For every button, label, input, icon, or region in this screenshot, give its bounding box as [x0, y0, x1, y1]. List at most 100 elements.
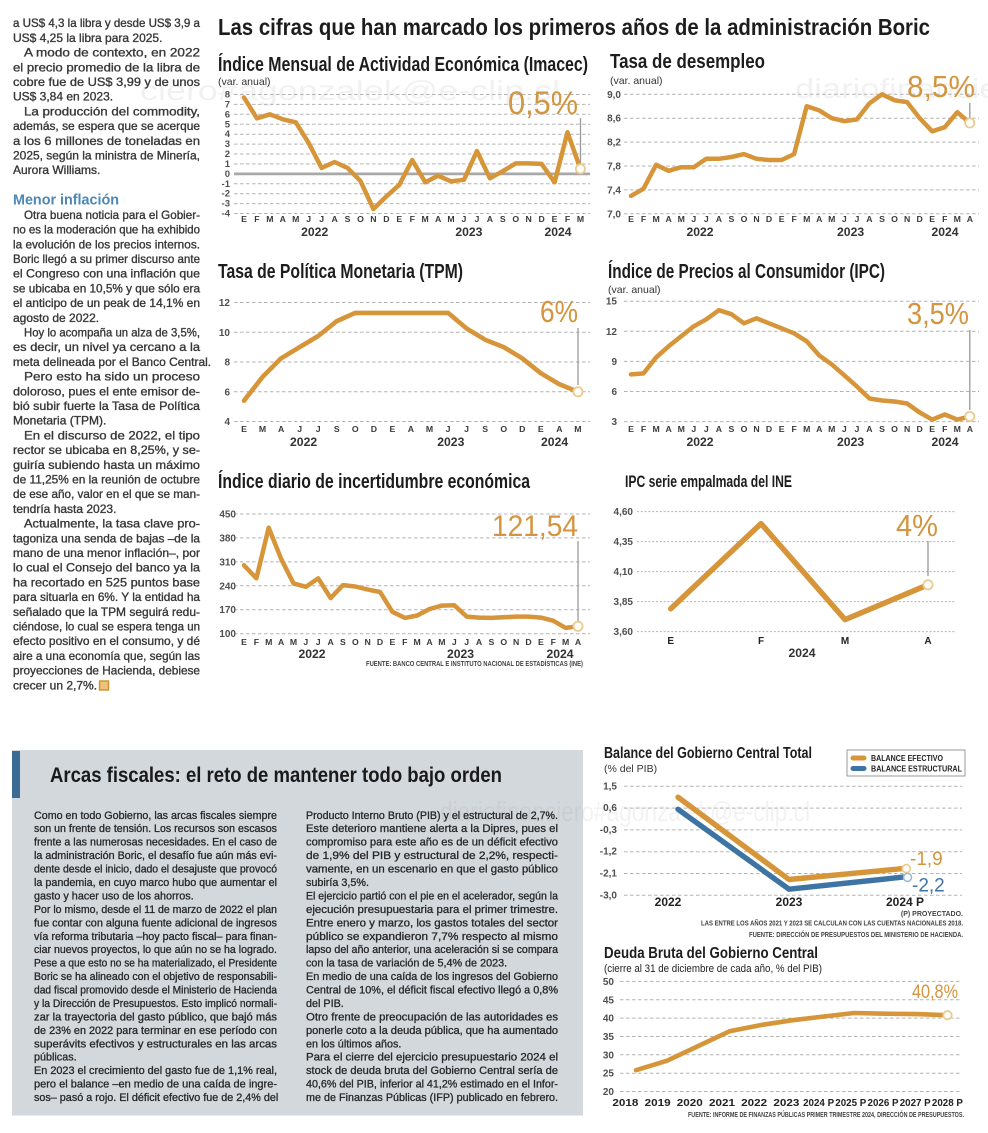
svg-text:3,5%: 3,5%	[907, 296, 969, 331]
svg-text:M: M	[577, 214, 584, 224]
svg-text:M: M	[290, 637, 297, 647]
svg-text:2023: 2023	[437, 435, 464, 449]
svg-text:10: 10	[219, 328, 231, 339]
svg-text:(cierre al 31 de diciembre de: (cierre al 31 de diciembre de cada año, …	[604, 963, 822, 975]
svg-text:M: M	[426, 424, 433, 434]
svg-text:S: S	[729, 214, 735, 224]
svg-text:(var. anual): (var. anual)	[610, 75, 663, 87]
svg-text:2022: 2022	[686, 435, 713, 449]
svg-text:del PIB.: del PIB.	[306, 998, 344, 1010]
svg-text:A: A	[487, 214, 494, 224]
svg-text:D: D	[766, 424, 772, 434]
svg-text:2024: 2024	[544, 225, 571, 239]
svg-text:stock de deuda bruta del Gobie: stock de deuda bruta del Gobierno Centra…	[306, 1065, 558, 1077]
svg-text:J: J	[297, 424, 302, 434]
svg-text:proyecciones de Hacienda, debi: proyecciones de Hacienda, debiese	[13, 664, 200, 678]
svg-text:Central de 10%, el déficit fis: Central de 10%, el déficit fiscal efecti…	[306, 985, 558, 997]
svg-text:se ubicaba en 10,5% y que sólo: se ubicaba en 10,5% y que sólo era	[13, 281, 200, 295]
svg-text:E: E	[628, 214, 634, 224]
svg-text:O: O	[500, 637, 507, 647]
svg-text:2023: 2023	[773, 1098, 800, 1109]
svg-text:efecto positivo en el consumo,: efecto positivo en el consumo, y dé	[13, 634, 200, 648]
svg-text:J: J	[316, 424, 321, 434]
svg-text:A: A	[476, 637, 483, 647]
svg-text:es decir, un nivel ya cercano: es decir, un nivel ya cercano a la	[13, 340, 200, 354]
svg-text:-2,1: -2,1	[600, 868, 618, 879]
svg-text:O: O	[891, 424, 898, 434]
svg-text:30: 30	[603, 1050, 615, 1061]
svg-text:2021: 2021	[709, 1098, 736, 1109]
svg-text:Boric se ha alineado con el ob: Boric se ha alineado con el objetivo de …	[34, 971, 277, 983]
svg-text:ha recortado en 525 puntos bas: ha recortado en 525 puntos base	[13, 575, 200, 589]
svg-text:2020: 2020	[677, 1098, 704, 1109]
svg-text:me de Finanzas Públicas (IFP): me de Finanzas Públicas (IFP) publicado …	[306, 1092, 558, 1104]
svg-text:Producto Interno Bruto (PIB) y: Producto Interno Bruto (PIB) y el estruc…	[306, 810, 558, 822]
svg-text:D: D	[525, 637, 531, 647]
svg-text:J: J	[319, 214, 324, 224]
svg-text:1: 1	[225, 159, 231, 170]
svg-text:Actualmente, la tasa clave pro: Actualmente, la tasa clave pro-	[24, 517, 200, 531]
svg-text:450: 450	[219, 510, 236, 521]
svg-text:E: E	[241, 214, 247, 224]
svg-text:M: M	[292, 214, 299, 224]
svg-text:S: S	[334, 424, 340, 434]
svg-text:(% del PIB): (% del PIB)	[604, 763, 657, 775]
svg-text:40: 40	[603, 1014, 615, 1025]
svg-text:ciero#agonzalek@e-clip.cl: ciero#agonzalek@e-clip.cl	[140, 75, 560, 106]
svg-text:0,5%: 0,5%	[508, 85, 578, 121]
svg-text:vía reforma tributaria –hoy pa: vía reforma tributaria –hoy pacto fiscal…	[34, 931, 277, 943]
svg-text:2024: 2024	[931, 225, 958, 239]
svg-text:F: F	[410, 214, 415, 224]
svg-text:E: E	[390, 424, 396, 434]
svg-text:3,60: 3,60	[614, 627, 634, 638]
svg-text:25: 25	[603, 1069, 615, 1080]
svg-text:Para el cierre del ejercicio p: Para el cierre del ejercicio presupuesta…	[306, 1052, 558, 1064]
svg-text:Entre enero y marzo, los gasto: Entre enero y marzo, los gastos totales …	[306, 917, 558, 929]
svg-text:45: 45	[603, 995, 615, 1006]
svg-text:A: A	[716, 214, 723, 224]
svg-text:pero el balance –en medio de u: pero el balance –en medio de una caída d…	[34, 1079, 277, 1091]
svg-text:2023: 2023	[837, 225, 864, 239]
svg-text:Por lo mismo, desde el 11 de m: Por lo mismo, desde el 11 de marzo de 20…	[34, 904, 277, 916]
svg-text:M: M	[574, 424, 581, 434]
svg-text:FUENTE: DIRECCIÓN DE PRESUPUES: FUENTE: DIRECCIÓN DE PRESUPUESTOS DEL MI…	[749, 930, 963, 939]
svg-text:guiría subiendo hasta un máxim: guiría subiendo hasta un máximo	[13, 458, 200, 472]
svg-text:3: 3	[611, 417, 617, 428]
svg-text:A: A	[716, 424, 723, 434]
svg-text:lo cual el Consejo del banco y: lo cual el Consejo del banco ya la	[13, 561, 200, 575]
svg-text:F: F	[402, 637, 407, 647]
svg-text:meta delineada por el Banco Ce: meta delineada por el Banco Central.	[13, 355, 211, 369]
svg-text:N: N	[365, 637, 371, 647]
svg-text:A: A	[435, 214, 442, 224]
svg-text:S: S	[340, 637, 346, 647]
svg-text:2024 P: 2024 P	[886, 895, 924, 909]
svg-text:E: E	[552, 214, 558, 224]
svg-text:2022: 2022	[301, 225, 328, 239]
svg-text:En medio de una caída de los i: En medio de una caída de los ingresos de…	[306, 971, 558, 983]
svg-text:2022: 2022	[686, 225, 713, 239]
svg-text:-3: -3	[222, 199, 230, 210]
svg-text:4,35: 4,35	[614, 537, 634, 548]
svg-text:170: 170	[219, 605, 236, 616]
svg-text:diariofinanciero#agonzalek@e-c: diariofinanciero#agonzalek@e-clip.cl	[440, 796, 810, 827]
svg-text:O: O	[352, 637, 359, 647]
svg-text:D: D	[383, 214, 389, 224]
svg-text:A: A	[327, 637, 334, 647]
svg-text:Aurora Williams.: Aurora Williams.	[13, 163, 100, 177]
svg-text:vamente, en un escenario en qu: vamente, en un escenario en que el gasto…	[306, 864, 558, 876]
svg-text:-4: -4	[222, 209, 231, 220]
svg-text:E: E	[929, 214, 935, 224]
svg-text:no es la moderación que ha exh: no es la moderación que ha exhibido	[13, 223, 200, 237]
svg-text:4,10: 4,10	[614, 567, 634, 578]
svg-text:20: 20	[603, 1087, 615, 1098]
svg-text:subiría 3,5%.: subiría 3,5%.	[306, 877, 369, 889]
svg-text:S: S	[482, 424, 488, 434]
svg-text:de 23% en 2022 para terminar e: de 23% en 2022 para terminar en ese perí…	[34, 1025, 277, 1037]
svg-text:(var. anual): (var. anual)	[608, 284, 661, 296]
svg-text:O: O	[357, 214, 364, 224]
svg-text:4%: 4%	[896, 508, 938, 543]
svg-text:ejecución presupuestaria para: ejecución presupuestaria para el primer …	[306, 904, 558, 916]
svg-text:FUENTE: BANCO CENTRAL E INSTIT: FUENTE: BANCO CENTRAL E INSTITUTO NACION…	[366, 659, 583, 668]
svg-text:2028 P: 2028 P	[932, 1098, 963, 1109]
svg-text:M: M	[266, 214, 273, 224]
